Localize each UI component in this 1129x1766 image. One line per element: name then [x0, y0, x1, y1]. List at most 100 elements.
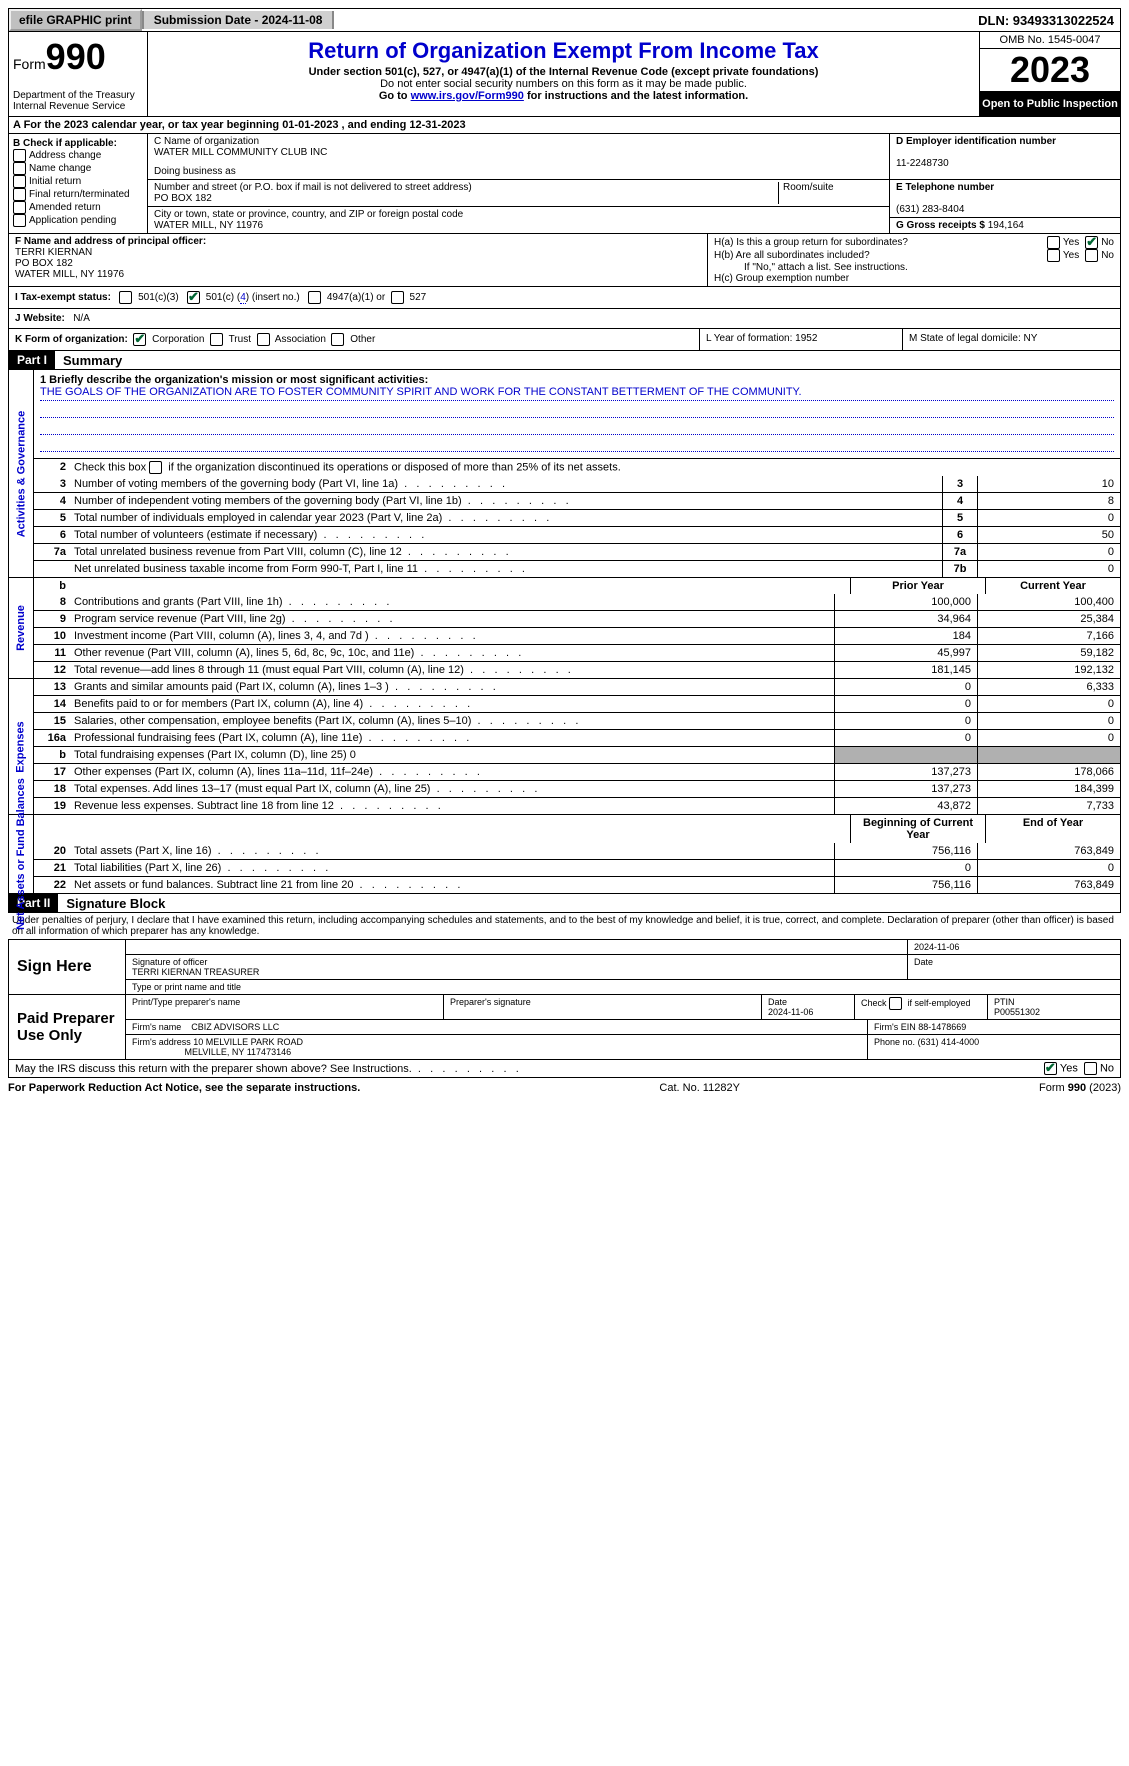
chk-501c[interactable]: [187, 291, 200, 304]
current-year-value: 25,384: [977, 611, 1120, 627]
line-value: 8: [977, 493, 1120, 509]
line-desc: Investment income (Part VIII, column (A)…: [70, 628, 834, 644]
table-row: 11 Other revenue (Part VIII, column (A),…: [34, 644, 1120, 661]
row-a-tax-year: A For the 2023 calendar year, or tax yea…: [8, 117, 1121, 134]
firm-ein-label: Firm's EIN: [874, 1022, 916, 1032]
chk-ha-yes[interactable]: [1047, 236, 1060, 249]
line-desc: Other revenue (Part VIII, column (A), li…: [70, 645, 834, 661]
chk-name-change[interactable]: [13, 162, 26, 175]
line-num: 8: [34, 594, 70, 610]
line-desc: Total liabilities (Part X, line 26): [70, 860, 834, 876]
prior-year-value: 34,964: [834, 611, 977, 627]
table-row: 22 Net assets or fund balances. Subtract…: [34, 876, 1120, 893]
irs-link[interactable]: www.irs.gov/Form990: [411, 90, 524, 102]
firm-ein: 88-1478669: [918, 1022, 966, 1032]
current-year-value: 178,066: [977, 764, 1120, 780]
current-year-value: 0: [977, 713, 1120, 729]
type-print-label: Type or print name and title: [126, 980, 1120, 994]
firm-phone: (631) 414-4000: [918, 1037, 980, 1047]
table-row: 8 Contributions and grants (Part VIII, l…: [34, 594, 1120, 610]
rev-head-blank: [70, 578, 850, 594]
chk-discontinued[interactable]: [149, 461, 162, 474]
chk-ha-no[interactable]: [1085, 236, 1098, 249]
beginning-year-value: 756,116: [834, 843, 977, 859]
revenue-section: Revenue b Prior Year Current Year 8 Cont…: [8, 578, 1121, 679]
chk-amended[interactable]: [13, 201, 26, 214]
line-num: 15: [34, 713, 70, 729]
discuss-dots: [412, 1063, 519, 1075]
chk-hb-no[interactable]: [1085, 249, 1098, 262]
col-f: F Name and address of principal officer:…: [9, 234, 708, 286]
form-number: 990: [46, 36, 106, 77]
org-name: WATER MILL COMMUNITY CLUB INC: [154, 147, 883, 158]
line2-desc: Check this box if the organization disco…: [70, 459, 1120, 476]
website-value: N/A: [73, 313, 90, 324]
footer-form-pre: Form: [1039, 1082, 1068, 1094]
line-ref: 5: [942, 510, 977, 526]
chk-discuss-yes[interactable]: [1044, 1062, 1057, 1075]
chk-527[interactable]: [391, 291, 404, 304]
lbl-corp: Corporation: [152, 334, 204, 345]
lbl-501c-post: ) (insert no.): [246, 292, 300, 303]
chk-address-change[interactable]: [13, 149, 26, 162]
line-value: 0: [977, 561, 1120, 577]
chk-corp[interactable]: [133, 333, 146, 346]
current-year-value: 192,132: [977, 662, 1120, 678]
lbl-final-return: Final return/terminated: [29, 189, 130, 200]
line-num: 18: [34, 781, 70, 797]
current-year-value: 100,400: [977, 594, 1120, 610]
netassets-section: Net Assets or Fund Balances Beginning of…: [8, 815, 1121, 894]
chk-other[interactable]: [331, 333, 344, 346]
city-label: City or town, state or province, country…: [154, 209, 883, 220]
chk-assoc[interactable]: [257, 333, 270, 346]
mission-blank1: [40, 403, 1114, 418]
chk-trust[interactable]: [210, 333, 223, 346]
mission-box: 1 Briefly describe the organization's mi…: [34, 370, 1120, 458]
line-num: 5: [34, 510, 70, 526]
table-row: 7a Total unrelated business revenue from…: [34, 543, 1120, 560]
submission-date: Submission Date - 2024-11-08: [142, 11, 335, 29]
lbl-501c3: 501(c)(3): [138, 292, 179, 303]
firm-addr1: 10 MELVILLE PARK ROAD: [193, 1037, 303, 1047]
prior-year-value: [834, 747, 977, 763]
row-klm: K Form of organization: Corporation Trus…: [8, 329, 1121, 351]
chk-final-return[interactable]: [13, 188, 26, 201]
beginning-year-value: 0: [834, 860, 977, 876]
chk-501c3[interactable]: [119, 291, 132, 304]
section-bcd: B Check if applicable: Address change Na…: [8, 134, 1121, 234]
table-row: 17 Other expenses (Part IX, column (A), …: [34, 763, 1120, 780]
i-label: I Tax-exempt status:: [15, 292, 111, 303]
current-year-value: 184,399: [977, 781, 1120, 797]
col-h: H(a) Is this a group return for subordin…: [708, 234, 1120, 286]
prior-year-value: 0: [834, 696, 977, 712]
efile-button[interactable]: efile GRAPHIC print: [9, 9, 142, 31]
end-year-value: 763,849: [977, 877, 1120, 893]
lbl-address-change: Address change: [29, 150, 101, 161]
chk-initial-return[interactable]: [13, 175, 26, 188]
table-row: 13 Grants and similar amounts paid (Part…: [34, 679, 1120, 695]
sig-officer-name: TERRI KIERNAN TREASURER: [132, 967, 259, 977]
table-row: 19 Revenue less expenses. Subtract line …: [34, 797, 1120, 814]
gross-label: G Gross receipts $: [896, 220, 985, 231]
chk-self-employed[interactable]: [889, 997, 902, 1010]
side-revenue-text: Revenue: [15, 605, 27, 651]
chk-app-pending[interactable]: [13, 214, 26, 227]
line-desc: Program service revenue (Part VIII, line…: [70, 611, 834, 627]
line-num: [34, 561, 70, 577]
line-num: 13: [34, 679, 70, 695]
chk-discuss-no[interactable]: [1084, 1062, 1097, 1075]
prior-year-value: 45,997: [834, 645, 977, 661]
chk-hb-yes[interactable]: [1047, 249, 1060, 262]
line-value: 0: [977, 544, 1120, 560]
col-m: M State of legal domicile: NY: [903, 329, 1120, 350]
form-title: Return of Organization Exempt From Incom…: [152, 38, 975, 64]
row-i: I Tax-exempt status: 501(c)(3) 501(c) (4…: [8, 287, 1121, 309]
row-fh: F Name and address of principal officer:…: [8, 234, 1121, 287]
chk-4947[interactable]: [308, 291, 321, 304]
hb-label: H(b) Are all subordinates included?: [714, 250, 1047, 261]
line-num: 14: [34, 696, 70, 712]
k-label: K Form of organization:: [15, 334, 128, 345]
officer-addr1: PO BOX 182: [15, 258, 73, 269]
na-head-blank1: [34, 815, 70, 843]
city-value: WATER MILL, NY 11976: [154, 220, 883, 231]
